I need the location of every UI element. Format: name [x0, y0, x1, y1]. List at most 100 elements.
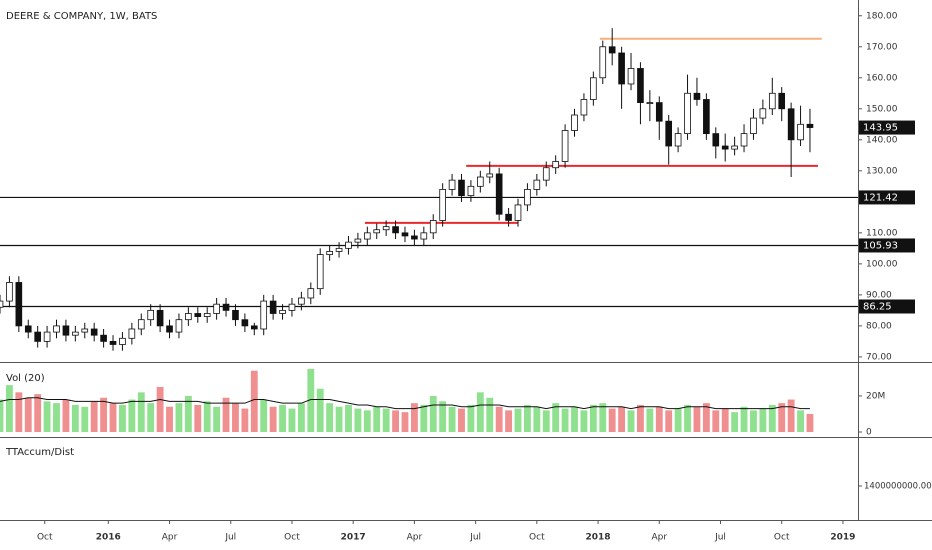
candle-body: [232, 309, 239, 321]
volume-bar: [467, 404, 475, 432]
candle-body: [684, 92, 691, 135]
x-tick-label: Oct: [774, 533, 790, 543]
volume-bar: [552, 403, 560, 432]
volume-bar: [43, 401, 51, 432]
indicator-title: TTAccum/Dist: [5, 447, 74, 458]
y-tick-label: 180.00: [866, 11, 898, 21]
candle-body: [392, 226, 399, 234]
candle-body: [288, 303, 296, 311]
volume-bar: [382, 408, 390, 432]
candle-body: [655, 102, 663, 122]
volume-bar: [524, 404, 531, 432]
candle-body: [326, 251, 333, 255]
volume-bar: [119, 404, 126, 432]
volume-bar: [137, 392, 145, 432]
candle-body: [637, 68, 644, 103]
x-tick-label: Oct: [529, 533, 545, 543]
y-tick-label: 140.00: [866, 135, 898, 145]
price-tag: [859, 120, 915, 135]
volume-bar: [731, 412, 739, 432]
candle-body: [458, 179, 465, 197]
candle-body: [34, 331, 41, 342]
indicator-tick-label: 1400000000.0000: [864, 482, 932, 492]
candle-body: [354, 238, 362, 243]
x-tick-label: Apr: [651, 533, 667, 543]
candle-body: [316, 254, 324, 290]
volume-bar: [476, 392, 484, 432]
candle-body: [401, 232, 409, 237]
candle-body: [43, 331, 51, 342]
candle-body: [467, 185, 475, 197]
candle-body: [590, 77, 597, 100]
volume-bar: [24, 397, 32, 432]
candle-body: [439, 189, 446, 221]
candle-body: [731, 145, 738, 150]
candle-body: [750, 117, 757, 135]
volume-bar: [260, 399, 268, 432]
volume-bar: [505, 410, 513, 432]
volume-bar: [571, 406, 578, 432]
volume-bar: [5, 385, 13, 432]
chart-title: DEERE & COMPANY, 1W, BATS: [6, 11, 157, 22]
candle-body: [203, 313, 211, 317]
candle-body: [6, 282, 13, 302]
candle-body: [712, 133, 720, 147]
volume-bar: [778, 403, 786, 432]
volume-bar: [787, 399, 795, 432]
volume-bar: [297, 403, 305, 432]
x-tick-label: Apr: [407, 533, 423, 543]
volume-bar: [439, 401, 447, 432]
x-tick-label: Apr: [162, 533, 178, 543]
volume-bar: [768, 404, 776, 432]
y-tick-label: 110.00: [866, 228, 898, 238]
candle-body: [298, 297, 305, 305]
volume-bar: [589, 404, 597, 432]
volume-bar: [797, 410, 804, 432]
candle-body: [269, 300, 277, 314]
volume-bar: [335, 406, 343, 432]
volume-bar: [458, 408, 465, 432]
candle-body: [175, 319, 183, 333]
volume-bar: [0, 399, 4, 432]
volume-bar: [53, 403, 60, 432]
volume-bar: [712, 410, 720, 432]
candle-body: [15, 282, 23, 327]
candle-body: [608, 46, 616, 54]
candle-body: [768, 92, 776, 110]
volume-bar: [542, 410, 550, 432]
volume-bar: [166, 406, 173, 432]
volume-bar: [759, 408, 767, 432]
candle-body: [524, 189, 531, 206]
x-tick-label: Oct: [37, 533, 53, 543]
candle-body: [571, 114, 578, 131]
volume-bar: [655, 406, 663, 432]
candle-body: [62, 325, 70, 336]
y-tick-label: 170.00: [866, 42, 898, 52]
x-tick-label: Jul: [469, 533, 481, 543]
volume-bar: [156, 386, 164, 432]
candle-body: [90, 328, 98, 336]
volume-bar: [269, 406, 277, 432]
volume-bar: [147, 403, 155, 432]
volume-bar: [316, 388, 324, 432]
candle-body: [241, 319, 249, 327]
candle-body: [759, 108, 767, 119]
candle-body: [307, 288, 315, 299]
volume-bar: [307, 368, 315, 432]
volume-bar: [250, 370, 258, 432]
candle-body: [580, 99, 588, 116]
volume-bar: [486, 397, 494, 432]
volume-bar: [363, 410, 371, 432]
volume-bar: [62, 399, 70, 432]
volume-bar: [429, 395, 437, 432]
candle-body: [693, 92, 701, 100]
candle-body: [646, 102, 654, 104]
x-tick-label: Jul: [224, 533, 236, 543]
candle-body: [806, 123, 814, 128]
volume-bar: [241, 408, 249, 432]
volume-bar: [373, 406, 381, 432]
volume-bar: [222, 397, 230, 432]
candle-body: [279, 309, 286, 314]
y-tick-label: 70.00: [866, 352, 892, 362]
candle-body: [477, 176, 484, 187]
